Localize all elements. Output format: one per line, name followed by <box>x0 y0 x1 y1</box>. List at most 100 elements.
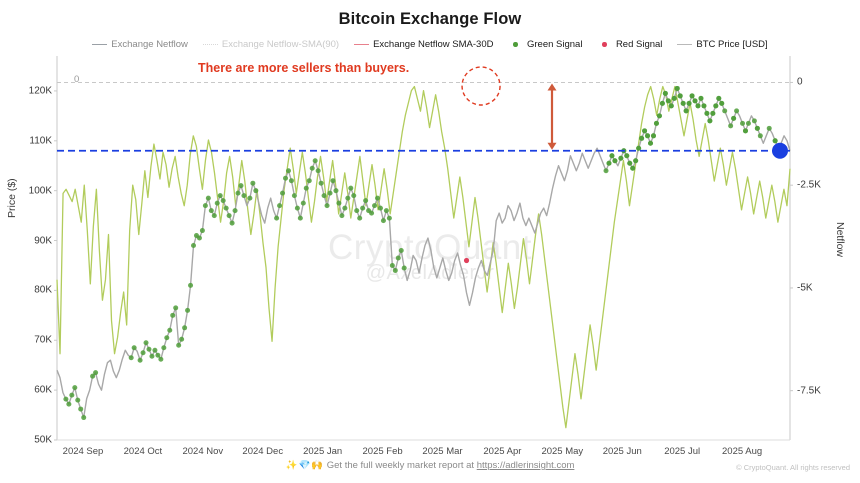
green-signal-dot <box>754 125 760 131</box>
green-signal-dot <box>683 108 689 114</box>
green-signal-dot <box>633 158 639 164</box>
green-signal-dot <box>772 138 778 144</box>
green-signal-dot <box>360 205 366 211</box>
green-signal-dot <box>143 340 149 346</box>
legend-label: Exchange Netflow SMA-30D <box>373 39 494 50</box>
green-signal-dot <box>176 342 182 348</box>
legend-item-red-signal[interactable]: Red Signal <box>597 39 662 50</box>
footer: ✨💎🙌 Get the full weekly market report at… <box>0 460 860 471</box>
gap-arrow-head-down <box>547 142 557 150</box>
green-signal-dot <box>253 188 259 194</box>
gap-arrow-head-up <box>547 83 557 91</box>
green-signal-dot <box>618 155 624 161</box>
green-signal-dot <box>606 160 612 166</box>
green-signal-dot <box>704 110 710 116</box>
legend-line-swatch-icon <box>354 44 370 45</box>
green-signal-dot <box>372 203 378 209</box>
green-signal-dot <box>698 95 704 101</box>
green-signal-dot <box>66 401 72 407</box>
y-axis-left-tick: 70K <box>34 334 52 346</box>
green-signal-dot <box>701 103 707 109</box>
green-signal-dot <box>627 160 633 166</box>
green-signal-dot <box>401 265 407 271</box>
y-axis-right-tick: -7.5K <box>797 385 821 397</box>
legend-label: BTC Price [USD] <box>696 39 768 50</box>
green-signal-dot <box>665 98 671 104</box>
green-signal-dot <box>377 205 383 211</box>
green-signal-dot <box>152 347 158 353</box>
green-signal-dot <box>639 135 645 141</box>
legend-item-exchange-netflow-sma90[interactable]: Exchange Netflow-SMA(90) <box>202 39 339 50</box>
green-signal-dot <box>291 193 297 199</box>
green-signal-dot <box>633 158 639 164</box>
green-signal-dot <box>653 120 659 126</box>
green-signal-dot <box>740 120 746 126</box>
green-signal-dot <box>707 118 713 124</box>
green-signal-dot <box>650 133 656 139</box>
legend-item-exchange-netflow-sma30d[interactable]: Exchange Netflow SMA-30D <box>354 39 493 50</box>
green-signal-dot <box>722 108 728 114</box>
green-signal-dot <box>280 190 286 196</box>
green-signal-dot <box>680 100 686 106</box>
legend-item-green-signal[interactable]: Green Signal <box>508 39 582 50</box>
green-signal-dot <box>621 148 627 154</box>
green-signal-dot <box>226 213 232 219</box>
green-signal-dot <box>662 90 668 96</box>
green-signal-dot <box>648 140 654 146</box>
footer-emoji-icon: ✨💎🙌 <box>285 460 325 471</box>
green-signal-dot <box>318 180 324 186</box>
green-signal-dot <box>170 312 176 318</box>
legend-item-exchange-netflow[interactable]: Exchange Netflow <box>92 39 188 50</box>
green-signal-dot <box>90 373 96 379</box>
green-signal-dot <box>330 178 336 184</box>
green-signal-dot <box>662 90 668 96</box>
green-signal-dot <box>342 205 348 211</box>
green-signal-dot <box>238 183 244 189</box>
green-signal-dot <box>354 208 360 214</box>
legend-item-btc-price[interactable]: BTC Price [USD] <box>677 39 768 50</box>
green-signal-dot <box>656 113 662 119</box>
green-signal-dot <box>389 262 395 268</box>
green-signal-dot <box>677 93 683 99</box>
y-axis-left-tick: 50K <box>34 434 52 446</box>
green-signal-dot <box>191 243 197 249</box>
green-signal-dot <box>386 215 392 221</box>
green-signal-dot <box>380 218 386 224</box>
green-signal-dot <box>306 178 312 184</box>
green-signal-dot <box>217 193 223 199</box>
green-signal-dot <box>348 185 354 191</box>
green-signal-dot <box>131 345 137 351</box>
green-signal-dot <box>668 103 674 109</box>
x-axis-tick: 2025 May <box>541 446 584 457</box>
green-signal-dot <box>751 118 757 124</box>
green-signal-dot <box>719 100 725 106</box>
green-signal-dot <box>369 210 375 216</box>
green-signal-dot <box>285 168 291 174</box>
y-axis-right-tick: 0 <box>797 76 803 88</box>
legend-line-swatch-icon <box>677 44 693 45</box>
green-signal-dot <box>745 120 751 126</box>
green-signal-dot <box>757 133 763 139</box>
green-signal-dot <box>671 95 677 101</box>
green-signal-dot <box>766 125 772 131</box>
legend-dotted-swatch-icon <box>202 44 218 45</box>
green-signal-dot <box>686 100 692 106</box>
green-signal-dot <box>713 103 719 109</box>
green-signal-dot <box>719 100 725 106</box>
green-signal-dot <box>710 110 716 116</box>
netflow-peak-highlight-circle <box>461 66 501 106</box>
green-signal-dot <box>312 158 318 164</box>
x-axis-tick: 2024 Nov <box>182 446 224 457</box>
green-signal-dot <box>179 336 185 342</box>
green-signal-dot <box>645 133 651 139</box>
green-signal-dot <box>707 118 713 124</box>
footer-link[interactable]: https://adlerinsight.com <box>476 460 575 471</box>
copyright-notice: © CryptoQuant. All rights reserved <box>736 463 850 472</box>
green-signal-dot <box>223 205 229 211</box>
green-signal-dot <box>636 145 642 151</box>
green-signal-dot <box>182 325 188 331</box>
green-signal-dot <box>339 213 345 219</box>
green-signal-dot <box>624 153 630 159</box>
green-signal-dot <box>618 155 624 161</box>
